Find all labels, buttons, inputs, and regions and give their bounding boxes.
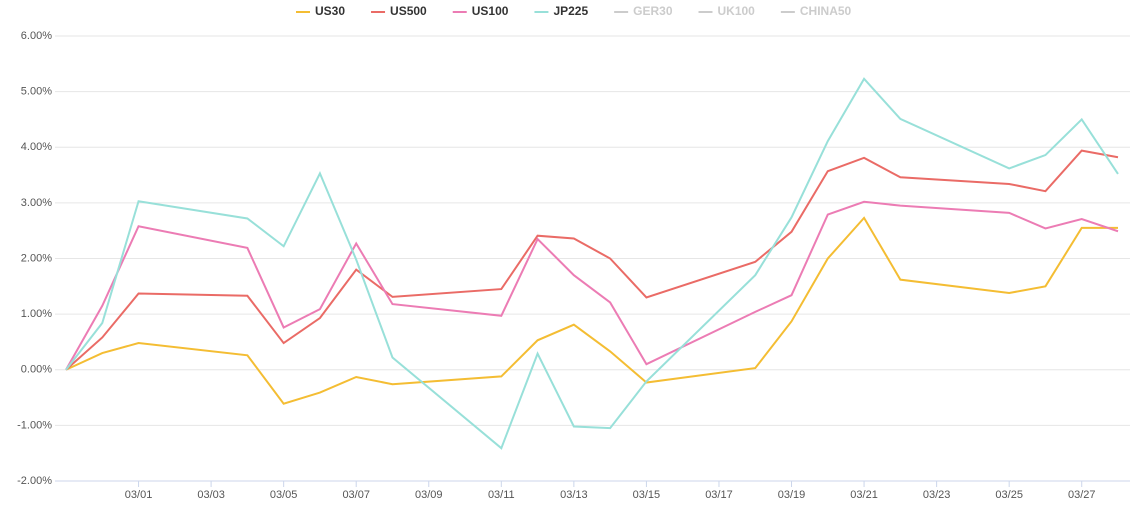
x-tick-label: 03/15 <box>633 489 661 501</box>
y-tick-label: 3.00% <box>21 197 52 209</box>
legend-label[interactable]: US30 <box>315 4 345 18</box>
series-line <box>65 216 1118 405</box>
legend-label[interactable]: JP225 <box>553 4 588 18</box>
series-line <box>65 200 1119 371</box>
legend-label[interactable]: GER30 <box>633 4 673 18</box>
legend-label[interactable]: US500 <box>390 4 427 18</box>
x-tick-label: 03/11 <box>488 489 515 501</box>
x-tick-label: 03/19 <box>778 489 806 501</box>
x-tick-label: 03/23 <box>923 489 951 501</box>
legend-label[interactable]: UK100 <box>718 4 756 18</box>
x-tick-label: 03/05 <box>270 489 298 501</box>
series-line <box>65 149 1119 371</box>
x-tick-label: 03/01 <box>125 489 153 501</box>
series-line <box>65 77 1119 450</box>
legend-label[interactable]: US100 <box>472 4 509 18</box>
x-tick-label: 03/25 <box>995 489 1023 501</box>
x-tick-label: 03/21 <box>850 489 878 501</box>
x-tick-label: 03/07 <box>342 489 370 501</box>
x-tick-label: 03/03 <box>197 489 225 501</box>
legend-label[interactable]: CHINA50 <box>800 4 852 18</box>
y-tick-label: 0.00% <box>21 364 52 376</box>
y-tick-label: -2.00% <box>17 475 52 487</box>
x-tick-label: 03/13 <box>560 489 588 501</box>
x-tick-label: 03/17 <box>705 489 733 501</box>
y-tick-label: 6.00% <box>21 30 52 42</box>
y-tick-label: 1.00% <box>21 308 52 320</box>
y-tick-label: 4.00% <box>21 141 52 153</box>
y-tick-label: 5.00% <box>21 86 52 98</box>
x-tick-label: 03/27 <box>1068 489 1096 501</box>
y-tick-label: 2.00% <box>21 252 52 264</box>
y-tick-label: -1.00% <box>17 419 52 431</box>
x-tick-label: 03/09 <box>415 489 443 501</box>
